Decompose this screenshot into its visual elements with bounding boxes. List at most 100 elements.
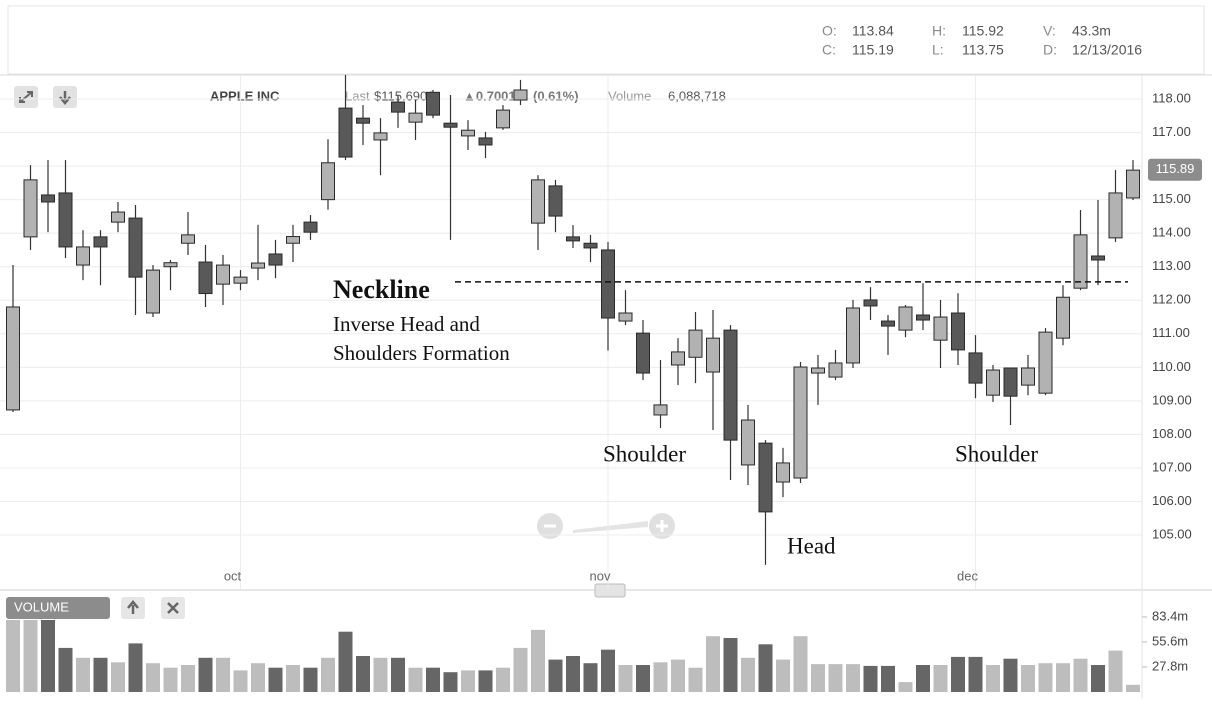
candle [251, 224, 265, 281]
volume-bar [1056, 663, 1070, 692]
price-marker [1148, 158, 1202, 181]
candle-body [583, 242, 598, 249]
volume-bar [163, 667, 178, 692]
candle-body [828, 362, 843, 378]
volume-bar [338, 631, 353, 692]
candle-body [758, 442, 773, 513]
volume-bar [986, 665, 1000, 692]
candle-body [531, 179, 545, 224]
candle [233, 270, 248, 291]
zoom-slider[interactable] [573, 521, 648, 533]
change-percent: (0.61%) [533, 88, 579, 103]
candle [1073, 210, 1088, 291]
resize-handle[interactable] [594, 583, 626, 598]
candle-body [548, 185, 563, 217]
candle-body [723, 329, 738, 441]
candle-body [408, 112, 423, 123]
volume-bar [863, 665, 878, 692]
y-tick-label: 110.00 [1152, 359, 1191, 374]
volume-bar [216, 657, 230, 692]
volume-bar [951, 656, 965, 692]
candle-body [496, 109, 510, 129]
candle-body [111, 211, 125, 223]
stat-value: 115.19 [852, 42, 894, 58]
volume-bar [41, 620, 55, 692]
price-marker-label: 115.89 [1156, 161, 1195, 176]
y-tick-label: 114.00 [1152, 225, 1191, 240]
volume-bar [93, 657, 108, 692]
candle-body [128, 217, 143, 278]
candle-body [23, 179, 38, 238]
candle-body [811, 367, 825, 374]
stat-label: V: [1043, 23, 1056, 39]
candle [513, 79, 528, 106]
y-tick-label: 83.4m [1152, 608, 1188, 623]
candle-body [233, 276, 248, 284]
candle [128, 205, 143, 316]
candle-body [426, 91, 440, 116]
candle-body [618, 312, 633, 322]
candle [898, 304, 913, 338]
move-up-icon [127, 600, 139, 614]
zoom-in-icon [656, 520, 668, 532]
volume-bar [671, 659, 685, 692]
candle-body [478, 137, 493, 146]
volume-bar [461, 670, 475, 692]
volume-bar [618, 665, 633, 692]
y-tick-label: 106.00 [1152, 493, 1192, 508]
annotation-right-shoulder: Shoulder [955, 441, 1038, 466]
volume-bar [373, 657, 388, 692]
volume-value: 6,088,718 [668, 88, 726, 103]
volume-bar [793, 636, 808, 692]
volume-bar [268, 667, 283, 692]
candle-body [338, 107, 353, 158]
candle [951, 293, 965, 365]
last-price: $115.6901 [374, 88, 435, 103]
candle-body [163, 262, 178, 268]
volume-bar [636, 665, 650, 692]
y-tick-label: 112.00 [1152, 292, 1191, 307]
stat-label: D: [1043, 42, 1057, 58]
candle-body [6, 306, 20, 411]
candle-body [93, 236, 108, 248]
stat-label: L: [932, 42, 944, 58]
volume-bar [233, 670, 248, 692]
candle-body [741, 419, 755, 466]
volume-bar [76, 657, 90, 692]
volume-bar [286, 665, 300, 692]
candle [286, 224, 300, 263]
candle [548, 179, 563, 233]
volume-bar [303, 667, 318, 692]
candle-body [916, 314, 930, 321]
candle-body [251, 262, 265, 269]
candle [41, 160, 55, 233]
y-tick-label: 108.00 [1152, 426, 1192, 441]
volume-bar [443, 672, 458, 692]
candle-body [671, 351, 685, 366]
candle-body [776, 462, 790, 483]
candle [1091, 199, 1105, 286]
candle [391, 95, 405, 128]
candle-body [933, 316, 948, 341]
stat-label: C: [822, 42, 836, 58]
candle-body [601, 249, 615, 319]
candle [58, 160, 73, 259]
annotation-neckline: Neckline [333, 275, 430, 304]
candle-body [303, 221, 318, 233]
candle-body [286, 236, 300, 244]
candle [916, 283, 930, 331]
volume-bar [933, 665, 948, 692]
candle-body [1073, 234, 1088, 289]
y-tick-label: 113.00 [1152, 258, 1191, 273]
candle [1021, 354, 1035, 396]
header-box [7, 5, 1205, 75]
candle-body [41, 194, 55, 203]
last-label: Last [345, 88, 370, 103]
candle [478, 131, 493, 159]
candle [1003, 367, 1018, 426]
stat-value: 115.92 [962, 23, 1004, 39]
candle-body [181, 234, 195, 244]
volume-bar [198, 657, 213, 692]
candle-body [1038, 331, 1053, 394]
